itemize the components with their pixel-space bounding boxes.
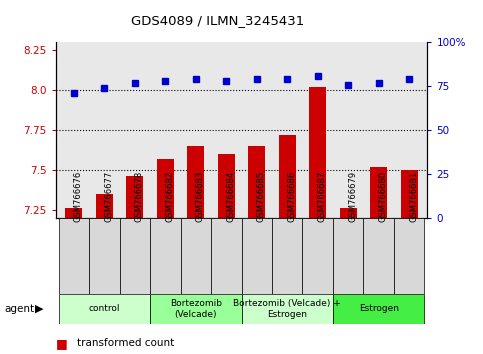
- Text: GSM766678: GSM766678: [135, 170, 144, 222]
- Bar: [340, 208, 356, 218]
- Bar: [279, 135, 296, 218]
- Bar: [302, 218, 333, 294]
- Text: Estrogen: Estrogen: [359, 304, 398, 313]
- Text: GSM766686: GSM766686: [287, 170, 296, 222]
- Bar: [211, 218, 242, 294]
- Bar: [248, 146, 265, 218]
- Bar: [272, 218, 302, 294]
- Text: GSM766681: GSM766681: [409, 170, 418, 222]
- Bar: [363, 218, 394, 294]
- Bar: [187, 146, 204, 218]
- Bar: [242, 218, 272, 294]
- Text: ▶: ▶: [35, 304, 44, 314]
- Text: GSM766677: GSM766677: [104, 170, 114, 222]
- Text: GSM766676: GSM766676: [74, 170, 83, 222]
- Text: GSM766680: GSM766680: [379, 170, 388, 222]
- Text: ■: ■: [56, 337, 67, 350]
- Bar: [127, 176, 143, 218]
- Text: control: control: [88, 304, 120, 313]
- Text: GSM766684: GSM766684: [226, 170, 235, 222]
- Bar: [181, 218, 211, 294]
- Bar: [58, 294, 150, 324]
- Text: agent: agent: [5, 304, 35, 314]
- Text: GSM766683: GSM766683: [196, 170, 205, 222]
- Bar: [120, 218, 150, 294]
- Bar: [58, 218, 89, 294]
- Text: GDS4089 / ILMN_3245431: GDS4089 / ILMN_3245431: [131, 13, 304, 27]
- Bar: [394, 218, 425, 294]
- Bar: [89, 218, 120, 294]
- Bar: [242, 294, 333, 324]
- Bar: [150, 218, 181, 294]
- Bar: [150, 294, 242, 324]
- Text: transformed count: transformed count: [77, 338, 174, 348]
- Text: GSM766682: GSM766682: [165, 170, 174, 222]
- Bar: [333, 294, 425, 324]
- Text: GSM766687: GSM766687: [318, 170, 327, 222]
- Bar: [401, 170, 417, 218]
- Bar: [370, 167, 387, 218]
- Text: Bortezomib
(Velcade): Bortezomib (Velcade): [170, 299, 222, 319]
- Text: GSM766679: GSM766679: [348, 170, 357, 222]
- Bar: [309, 87, 326, 218]
- Text: Bortezomib (Velcade) +
Estrogen: Bortezomib (Velcade) + Estrogen: [233, 299, 341, 319]
- Bar: [96, 194, 113, 218]
- Bar: [157, 159, 174, 218]
- Bar: [66, 208, 82, 218]
- Bar: [333, 218, 363, 294]
- Bar: [218, 154, 235, 218]
- Text: GSM766685: GSM766685: [257, 170, 266, 222]
